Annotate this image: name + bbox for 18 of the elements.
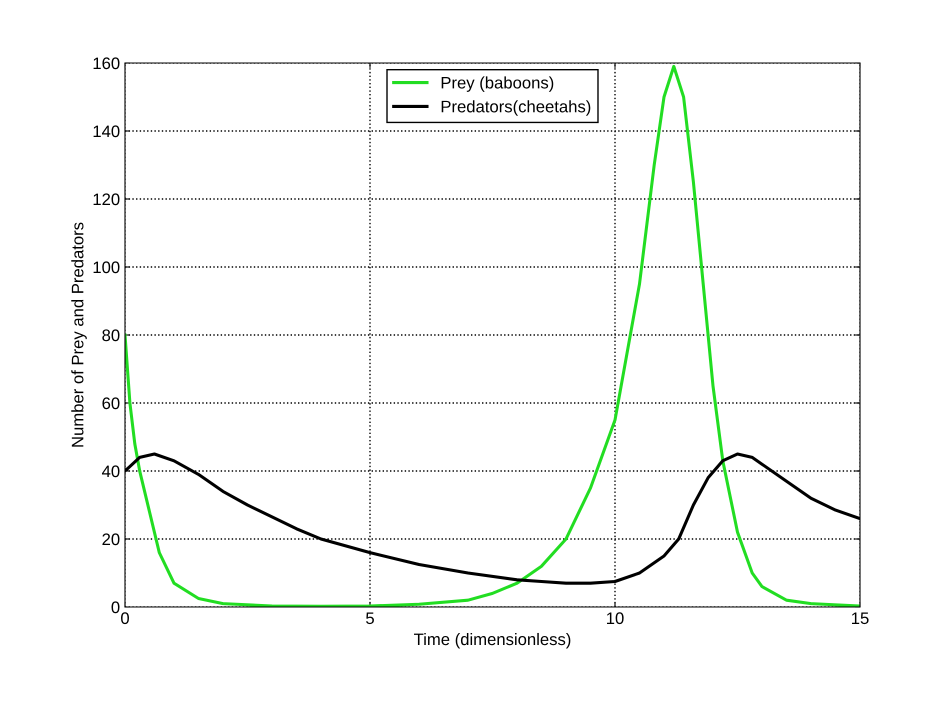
y-tick-label: 120	[94, 193, 120, 206]
x-tick-label: 5	[366, 612, 374, 624]
legend-label: Predators(cheetahs)	[442, 100, 590, 116]
y-tick-label: 20	[102, 533, 120, 546]
y-tick-label: 0	[112, 601, 120, 614]
legend-label: Prey (baboons)	[442, 76, 554, 92]
line-series	[125, 64, 860, 607]
y-tick-label: 80	[102, 329, 120, 342]
y-tick-label: 60	[102, 397, 120, 410]
y-tick-label: 160	[94, 57, 120, 70]
y-tick-label: 100	[94, 261, 120, 274]
y-tick-label: 140	[94, 125, 120, 138]
y-tick-label: 40	[102, 465, 120, 478]
x-tick-label: 10	[607, 612, 624, 624]
x-tick-label: 0	[121, 612, 129, 624]
x-axis-title: Time (dimensionless)	[414, 632, 570, 648]
y-axis-title: Number of Prey and Predators	[71, 222, 87, 447]
x-tick-label: 15	[852, 612, 869, 624]
